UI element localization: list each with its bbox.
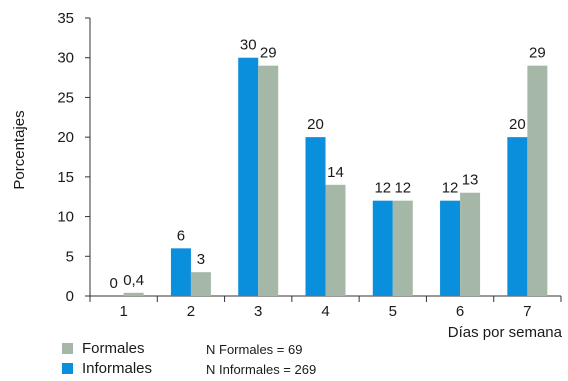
x-tick-label: 4 <box>321 303 329 320</box>
y-tick-label: 30 <box>57 50 74 67</box>
x-tick-label: 2 <box>187 303 195 320</box>
legend-label-informales: Informales <box>82 360 152 377</box>
bar-informales-2 <box>170 248 191 296</box>
y-tick-label: 20 <box>57 129 74 146</box>
y-tick-label: 5 <box>66 248 74 265</box>
data-label-informales: 0 <box>109 275 117 292</box>
x-tick-label: 7 <box>523 303 531 320</box>
x-tick-label: 5 <box>389 303 397 320</box>
x-tick-label: 3 <box>254 303 262 320</box>
data-label-informales: 20 <box>307 116 324 133</box>
legend-label-formales: Formales <box>82 340 145 357</box>
x-tick-label: 1 <box>119 303 127 320</box>
data-label-informales: 20 <box>509 116 526 133</box>
legend-swatch-formales <box>62 343 73 354</box>
bar-formales-5 <box>392 200 413 296</box>
bar-formales-7 <box>527 65 548 297</box>
data-label-formales: 14 <box>327 164 344 181</box>
data-label-formales: 12 <box>394 180 411 197</box>
x-tick-label: 6 <box>456 303 464 320</box>
data-label-informales: 30 <box>240 37 257 54</box>
legend-note-formales: N Formales = 69 <box>206 342 302 357</box>
legend-swatch-informales <box>62 363 73 374</box>
data-label-informales: 12 <box>374 180 391 197</box>
bars <box>123 57 548 297</box>
data-label-informales: 6 <box>177 227 185 244</box>
data-label-formales: 29 <box>260 45 277 62</box>
bar-formales-2 <box>190 272 211 296</box>
bar-formales-4 <box>325 184 346 296</box>
y-tick-label: 0 <box>66 288 74 305</box>
bar-formales-3 <box>258 65 279 297</box>
y-tick-label: 35 <box>57 10 74 27</box>
legend-note-informales: N Informales = 269 <box>206 362 316 377</box>
bar-formales-1 <box>123 292 144 296</box>
x-ticks: 1 2 3 4 5 6 7 <box>89 296 562 320</box>
y-axis-title: Porcentajes <box>11 110 28 189</box>
y-tick-label: 15 <box>57 169 74 186</box>
x-axis-title: Días por semana <box>448 324 563 341</box>
y-ticks: 0 5 10 15 20 25 30 35 <box>57 10 90 305</box>
bar-informales-7 <box>507 137 528 296</box>
data-label-informales: 12 <box>442 180 459 197</box>
data-label-formales: 29 <box>529 45 546 62</box>
data-label-formales: 0,4 <box>123 272 144 289</box>
legend: Formales N Formales = 69 Informales N Infor… <box>62 340 316 377</box>
bar-informales-3 <box>238 57 259 296</box>
data-label-formales: 13 <box>462 172 479 189</box>
bar-informales-5 <box>372 200 393 296</box>
bar-formales-6 <box>460 192 481 296</box>
y-tick-label: 10 <box>57 209 74 226</box>
y-tick-label: 25 <box>57 89 74 106</box>
bar-informales-4 <box>305 137 326 296</box>
data-label-formales: 3 <box>197 251 205 268</box>
bar-informales-6 <box>440 200 461 296</box>
